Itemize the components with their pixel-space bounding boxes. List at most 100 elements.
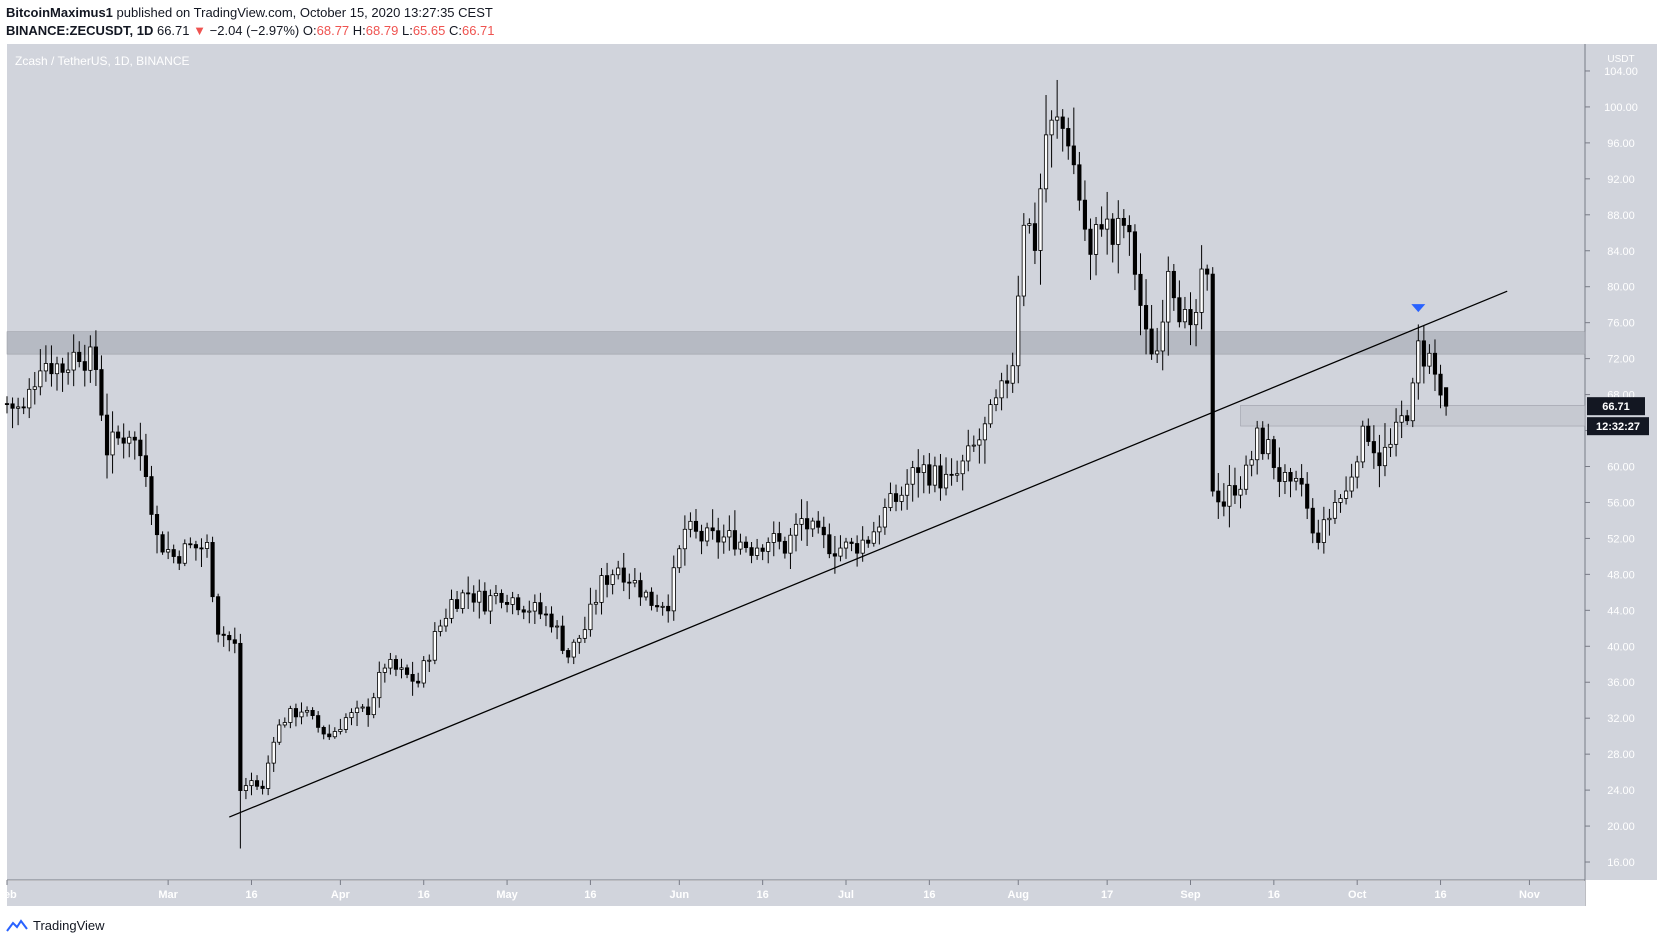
candle-body [10,403,15,409]
candle-body [421,660,426,684]
candle-body [843,541,849,549]
candle-body [249,780,254,787]
candle-body [721,536,726,543]
price-tick-label: 24.00 [1607,785,1635,797]
price-tick-label: 96.00 [1607,138,1635,150]
candle-body [1071,145,1076,166]
candle-body [732,530,737,550]
candle-body [1010,365,1015,384]
candle-body [1260,427,1265,455]
candle-body [1110,218,1115,245]
candle-body [1060,116,1065,129]
candle-body [310,709,315,716]
candle-body [749,547,754,556]
candle-body [66,369,71,373]
candle-body [571,641,576,658]
candle-body [788,534,793,554]
time-tick-label: 16 [584,889,596,901]
candle-body [377,671,382,699]
candle-body [666,605,671,612]
price-tick-label: 44.00 [1607,605,1635,617]
plot-area[interactable] [7,44,1585,880]
candle-body [549,613,554,628]
trendline[interactable] [229,290,1508,818]
footer-brand[interactable]: TradingView [33,918,105,933]
countdown-tag[interactable] [1587,417,1649,436]
candle-body [888,493,893,508]
candle-body [1238,488,1243,496]
candle-body [771,533,776,543]
resistance-zone[interactable] [6,331,1586,355]
candle-body [432,631,437,661]
candle-body [516,597,521,611]
candle-body [466,592,471,595]
candle-body [993,397,999,406]
low-label: L: [401,23,413,38]
price-axis[interactable] [1585,44,1657,880]
candle-body [104,414,110,456]
price-tick-label: 20.00 [1607,821,1635,833]
candle-body [1366,425,1371,442]
candle-body [1188,309,1193,326]
time-tick-label: Nov [1519,889,1541,901]
candle-body [1082,199,1087,230]
candle-body [632,580,637,584]
candle-body [977,439,982,446]
candle-body [960,460,965,475]
candle-body [805,518,810,530]
candle-body [77,351,82,362]
candle-body [927,464,932,486]
candle-body [643,591,649,598]
candle-body [816,520,821,528]
candle-body [1143,305,1149,330]
candle-body [932,465,937,486]
candle-body [343,717,349,730]
candle-body [849,541,854,544]
candle-body [1099,224,1104,230]
price-tick-label: 52.00 [1607,533,1635,545]
last-price-tag[interactable] [1587,397,1645,416]
arrow-down-marker-icon[interactable] [1411,304,1426,313]
candle-body [188,543,193,546]
candle-body [1394,421,1399,445]
candle-body [566,650,571,658]
candle-body [743,541,749,549]
candle-body [1410,382,1415,422]
candle-body [1043,134,1049,190]
candle-body [660,605,665,608]
candle-body [893,493,899,502]
candle-body [738,541,743,550]
time-axis[interactable] [7,881,1585,906]
candle-body [638,580,643,598]
candle-body [871,531,876,544]
candle-body [1377,452,1382,467]
candle-body [793,523,799,536]
candle-body [204,542,210,549]
symbol-label: BINANCE:ZECUSDT, 1D [6,23,154,38]
candle-body [88,346,93,371]
candle-body [49,363,54,375]
candle-body [454,599,460,609]
candle-body [1116,217,1121,245]
candle-body [238,642,243,791]
candle-body [505,602,510,605]
candle-body [1210,273,1215,492]
candle-body [1093,224,1099,255]
candle-body [393,659,399,670]
candle-body [860,539,865,554]
candle-body [999,380,1004,399]
candle-body [293,708,298,718]
candle-body [855,543,860,554]
tradingview-logo-icon[interactable] [6,918,28,933]
author-name[interactable]: BitcoinMaximus1 [6,5,113,20]
time-tick-label: May [496,889,518,901]
publish-text: published on TradingView.com, October 15… [116,5,493,20]
high-value: 68.79 [365,23,399,38]
last-price-tag-label: 66.71 [1602,401,1630,413]
candle-body [266,762,271,789]
candle-body [1427,352,1432,367]
time-tick-label: Sep [1180,889,1200,901]
open-label: O: [302,23,317,38]
candle-body [538,602,543,615]
